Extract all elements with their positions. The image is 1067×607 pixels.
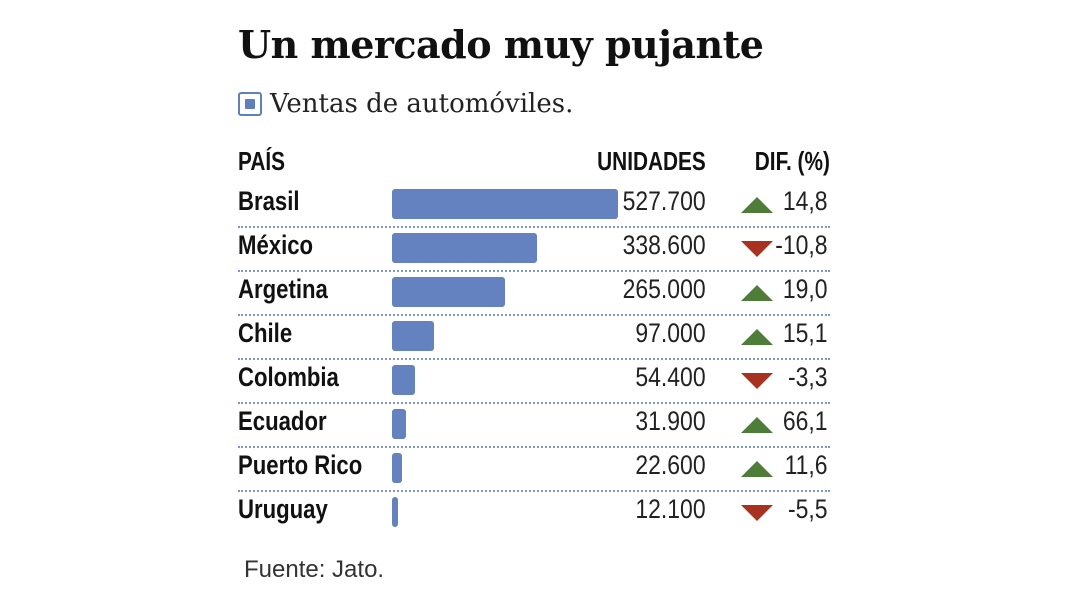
diff-value: -5,5 bbox=[788, 494, 828, 524]
units-value: 338.600 bbox=[623, 230, 706, 260]
diff-value: 19,0 bbox=[783, 274, 828, 304]
bar-mark bbox=[392, 277, 505, 307]
legend-label: Ventas de automóviles. bbox=[270, 89, 574, 119]
bar-mark bbox=[392, 365, 415, 395]
country-label: Brasil bbox=[238, 186, 300, 216]
units-value: 12.100 bbox=[635, 494, 706, 524]
source-note: Fuente: Jato. bbox=[244, 556, 385, 583]
header-units: UNIDADES bbox=[597, 146, 706, 176]
table-row: Chile 97.000 15,1 bbox=[238, 314, 830, 360]
up-arrow-icon bbox=[741, 417, 773, 433]
up-arrow-icon bbox=[741, 329, 773, 345]
bar-mark bbox=[392, 321, 434, 351]
down-arrow-icon bbox=[741, 505, 773, 521]
units-value: 22.600 bbox=[635, 450, 706, 480]
diff-value: 15,1 bbox=[783, 318, 828, 348]
diff-value: -3,3 bbox=[788, 362, 828, 392]
country-label: México bbox=[238, 230, 314, 260]
table-row: Brasil 527.700 14,8 bbox=[238, 182, 830, 228]
up-arrow-icon bbox=[741, 285, 773, 301]
down-arrow-icon bbox=[741, 373, 773, 389]
table-row: Uruguay 12.100 -5,5 bbox=[238, 490, 830, 534]
down-arrow-icon bbox=[741, 241, 773, 257]
bar-mark bbox=[392, 233, 537, 263]
units-value: 54.400 bbox=[635, 362, 706, 392]
country-label: Argetina bbox=[238, 274, 328, 304]
diff-value: 66,1 bbox=[783, 406, 828, 436]
diff-value: 14,8 bbox=[783, 186, 828, 216]
units-value: 31.900 bbox=[635, 406, 706, 436]
country-label: Uruguay bbox=[238, 494, 328, 524]
table-row: Argetina 265.000 19,0 bbox=[238, 270, 830, 316]
table-row: Puerto Rico 22.600 11,6 bbox=[238, 446, 830, 492]
bar-mark bbox=[392, 497, 398, 527]
header-country: PAÍS bbox=[238, 146, 286, 176]
units-value: 527.700 bbox=[623, 186, 706, 216]
table-row: Colombia 54.400 -3,3 bbox=[238, 358, 830, 404]
legend: Ventas de automóviles. bbox=[238, 86, 573, 122]
diff-value: 11,6 bbox=[785, 450, 828, 480]
header-diff: DIF. (%) bbox=[754, 146, 830, 176]
table-row: Ecuador 31.900 66,1 bbox=[238, 402, 830, 448]
bar-mark bbox=[392, 189, 618, 219]
bar-mark bbox=[392, 409, 406, 439]
chart-title: Un mercado muy pujante bbox=[238, 22, 764, 67]
units-value: 97.000 bbox=[635, 318, 706, 348]
country-label: Chile bbox=[238, 318, 293, 348]
table-row: México 338.600 -10,8 bbox=[238, 226, 830, 272]
up-arrow-icon bbox=[741, 197, 773, 213]
up-arrow-icon bbox=[741, 461, 773, 477]
country-label: Colombia bbox=[238, 362, 339, 392]
units-value: 265.000 bbox=[623, 274, 706, 304]
country-label: Puerto Rico bbox=[238, 450, 363, 480]
bar-mark bbox=[392, 453, 402, 483]
legend-swatch bbox=[238, 92, 262, 116]
country-label: Ecuador bbox=[238, 406, 327, 436]
diff-value: -10,8 bbox=[775, 230, 828, 260]
